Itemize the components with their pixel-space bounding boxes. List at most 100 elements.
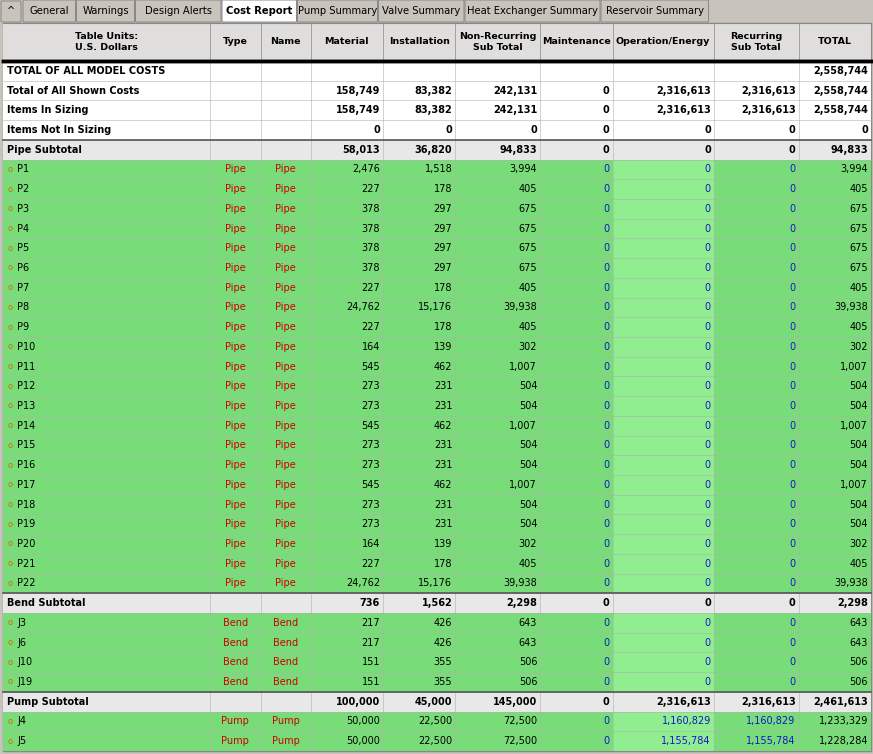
Bar bbox=[3, 692, 871, 712]
Text: 145,000: 145,000 bbox=[493, 697, 537, 706]
Text: 231: 231 bbox=[434, 520, 452, 529]
Text: 0: 0 bbox=[705, 362, 711, 372]
Text: 0: 0 bbox=[531, 125, 537, 135]
Text: Pump Subtotal: Pump Subtotal bbox=[7, 697, 89, 706]
Text: 94,833: 94,833 bbox=[830, 145, 868, 155]
Text: Reservoir Summary: Reservoir Summary bbox=[606, 6, 704, 16]
Text: Pipe: Pipe bbox=[225, 559, 246, 569]
Text: 504: 504 bbox=[849, 401, 868, 411]
Text: 0: 0 bbox=[705, 421, 711, 431]
Text: Pump Summary: Pump Summary bbox=[298, 6, 377, 16]
Text: 178: 178 bbox=[434, 184, 452, 194]
Text: 405: 405 bbox=[849, 184, 868, 194]
Text: Pipe: Pipe bbox=[225, 283, 246, 293]
Text: 0: 0 bbox=[704, 598, 711, 608]
Text: 0: 0 bbox=[789, 184, 795, 194]
Text: 139: 139 bbox=[434, 342, 452, 352]
Bar bbox=[3, 593, 871, 613]
Text: J6: J6 bbox=[17, 638, 26, 648]
Text: 0: 0 bbox=[603, 460, 609, 470]
Text: Pipe: Pipe bbox=[275, 263, 296, 273]
Bar bbox=[613, 238, 714, 258]
Text: 675: 675 bbox=[849, 263, 868, 273]
Bar bbox=[3, 298, 871, 317]
Text: 2,316,613: 2,316,613 bbox=[741, 106, 795, 115]
Text: 0: 0 bbox=[603, 263, 609, 273]
Text: 151: 151 bbox=[361, 677, 380, 687]
Text: 405: 405 bbox=[519, 283, 537, 293]
Text: 0: 0 bbox=[789, 244, 795, 253]
Text: 0: 0 bbox=[603, 322, 609, 333]
Text: 273: 273 bbox=[361, 520, 380, 529]
Text: 506: 506 bbox=[519, 657, 537, 667]
Text: 0: 0 bbox=[789, 657, 795, 667]
Bar bbox=[3, 139, 871, 160]
Text: 675: 675 bbox=[849, 224, 868, 234]
Text: 504: 504 bbox=[849, 440, 868, 450]
Text: 0: 0 bbox=[603, 638, 609, 648]
Text: o: o bbox=[8, 185, 12, 194]
Bar bbox=[613, 179, 714, 199]
Bar bbox=[613, 317, 714, 337]
Text: 0: 0 bbox=[789, 520, 795, 529]
Text: Bend: Bend bbox=[273, 638, 299, 648]
Text: 0: 0 bbox=[603, 362, 609, 372]
FancyBboxPatch shape bbox=[23, 0, 75, 22]
Text: Pipe: Pipe bbox=[275, 184, 296, 194]
Text: Pipe: Pipe bbox=[275, 204, 296, 214]
Text: o: o bbox=[8, 480, 12, 489]
Text: Bend: Bend bbox=[273, 657, 299, 667]
Text: 0: 0 bbox=[789, 302, 795, 312]
Text: 273: 273 bbox=[361, 500, 380, 510]
Text: 178: 178 bbox=[434, 283, 452, 293]
Text: 462: 462 bbox=[434, 362, 452, 372]
Text: 0: 0 bbox=[602, 598, 609, 608]
Text: Pipe: Pipe bbox=[225, 421, 246, 431]
Text: 22,500: 22,500 bbox=[418, 716, 452, 726]
Text: 231: 231 bbox=[434, 440, 452, 450]
Text: 675: 675 bbox=[519, 263, 537, 273]
Text: 0: 0 bbox=[705, 401, 711, 411]
Text: 0: 0 bbox=[789, 460, 795, 470]
Text: 675: 675 bbox=[849, 204, 868, 214]
Text: 355: 355 bbox=[434, 677, 452, 687]
Text: Pipe: Pipe bbox=[275, 382, 296, 391]
Text: 504: 504 bbox=[519, 401, 537, 411]
Text: 0: 0 bbox=[705, 204, 711, 214]
Text: 0: 0 bbox=[705, 460, 711, 470]
Text: 2,316,613: 2,316,613 bbox=[741, 697, 795, 706]
Text: Non-Recurring
Sub Total: Non-Recurring Sub Total bbox=[459, 32, 536, 52]
Text: 0: 0 bbox=[603, 618, 609, 628]
Text: 242,131: 242,131 bbox=[493, 106, 537, 115]
Text: o: o bbox=[8, 678, 12, 686]
Text: Pipe: Pipe bbox=[275, 460, 296, 470]
Bar bbox=[613, 554, 714, 574]
Text: 0: 0 bbox=[789, 164, 795, 174]
Bar bbox=[3, 416, 871, 436]
Text: 0: 0 bbox=[603, 716, 609, 726]
Text: 355: 355 bbox=[434, 657, 452, 667]
Bar bbox=[613, 396, 714, 416]
Text: 231: 231 bbox=[434, 401, 452, 411]
FancyBboxPatch shape bbox=[77, 0, 134, 22]
Text: P2: P2 bbox=[17, 184, 30, 194]
Bar bbox=[613, 436, 714, 455]
Text: 227: 227 bbox=[361, 559, 380, 569]
Text: P13: P13 bbox=[17, 401, 35, 411]
Text: Pipe: Pipe bbox=[275, 559, 296, 569]
Text: 58,013: 58,013 bbox=[342, 145, 380, 155]
Text: 1,160,829: 1,160,829 bbox=[746, 716, 795, 726]
Bar bbox=[3, 278, 871, 298]
Text: 0: 0 bbox=[789, 578, 795, 588]
Text: o: o bbox=[8, 638, 12, 647]
Bar bbox=[3, 731, 871, 751]
Text: 0: 0 bbox=[789, 382, 795, 391]
Text: 45,000: 45,000 bbox=[415, 697, 452, 706]
Bar bbox=[3, 61, 871, 81]
Text: 378: 378 bbox=[361, 224, 380, 234]
Text: 273: 273 bbox=[361, 460, 380, 470]
Bar bbox=[3, 337, 871, 357]
Text: Bend: Bend bbox=[223, 618, 248, 628]
Text: General: General bbox=[30, 6, 69, 16]
Text: Total of All Shown Costs: Total of All Shown Costs bbox=[7, 85, 140, 96]
